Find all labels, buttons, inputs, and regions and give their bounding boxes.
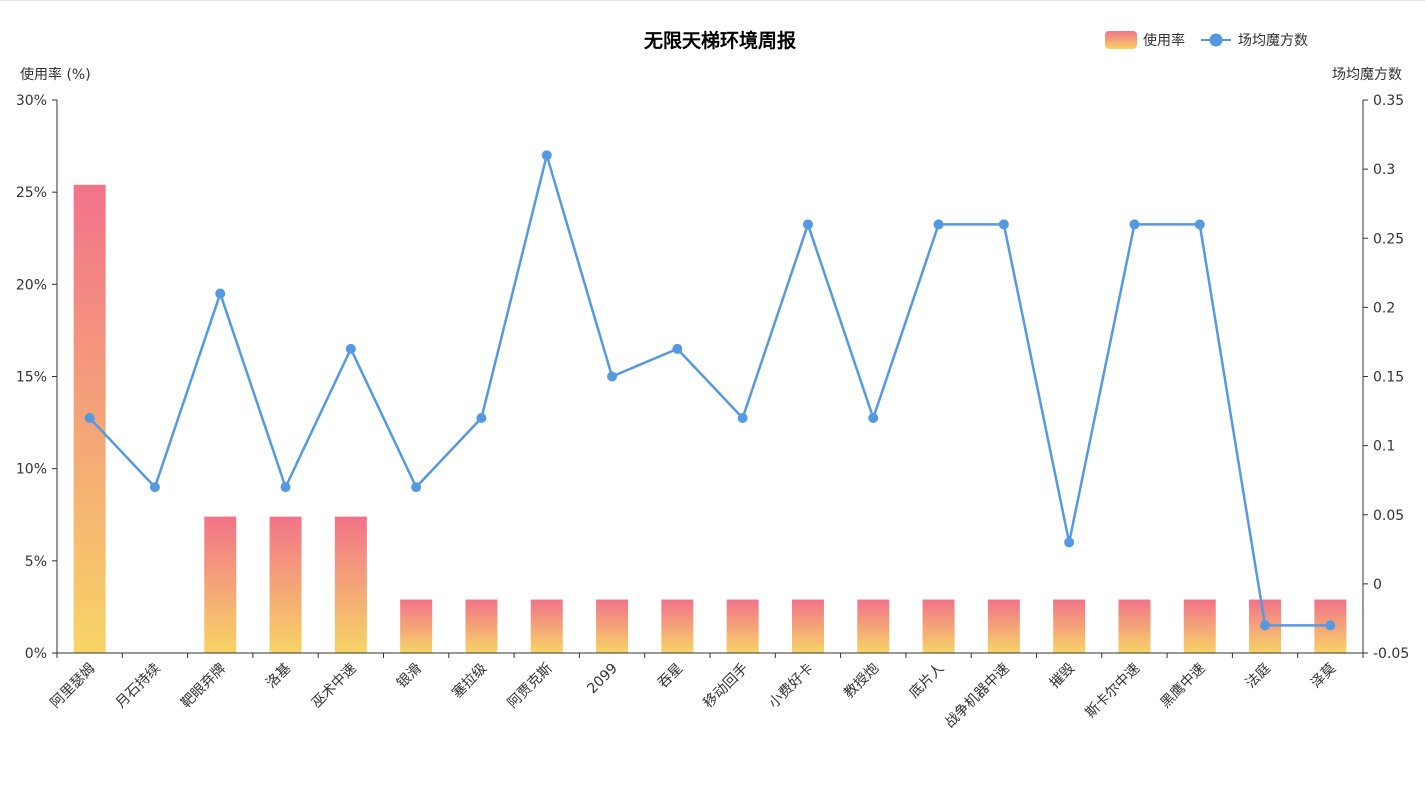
line-point[interactable] [476,412,487,423]
bar[interactable] [334,516,367,653]
x-tick-label: 教授炮 [841,661,882,702]
x-tick-label: 洛基 [263,660,295,692]
line-point[interactable] [802,219,813,230]
y-right-axis: -0.05 0 0.05 0.1 0.15 0.2 0.25 0.3 0.35 [1362,93,1409,662]
y-left-tick-label: 25% [16,185,47,201]
x-tick-label: 阿贾克斯 [505,661,556,712]
bar[interactable] [465,599,498,653]
x-tick-label: 靶眼弃牌 [177,660,229,712]
x-axis: 阿里瑟姆 月石持续 靶眼弃牌 洛基 巫术中速 银滑 塞拉级 阿贾克斯 2099 吞星 移动回手 小费好… [48,652,1364,732]
x-tick-label: 移动回手 [701,661,752,712]
legend-swatch-usage [1105,31,1137,49]
legend-label-cubes: 场均魔方数 [1238,33,1308,49]
y-left-tick-label: 20% [16,277,47,293]
y-left-tick-label: 15% [16,370,47,386]
bar[interactable] [1118,599,1151,653]
x-tick-label: 塞拉级 [449,660,491,702]
line-point[interactable] [1194,219,1205,230]
y-right-tick-label: 0.3 [1373,162,1395,178]
x-tick-label: 摧毁 [1047,661,1078,692]
line-point[interactable] [672,343,683,354]
legend[interactable]: 使用率 场均魔方数 [1105,31,1308,49]
x-tick-label: 法庭 [1242,660,1274,692]
line-point[interactable] [607,371,618,382]
y-right-tick-label: 0.35 [1373,93,1404,109]
x-tick-label: 黑鹰中速 [1158,661,1209,712]
bar[interactable] [269,516,302,653]
bar[interactable] [204,516,237,653]
x-tick-label: 底片人 [906,661,947,702]
y-left-tick-label: 0% [25,646,47,662]
bar[interactable] [922,599,955,653]
y-right-tick-label: 0.25 [1373,231,1404,247]
legend-swatch-dot [1209,33,1223,47]
x-tick-label: 2099 [584,661,621,698]
y-right-tick-label: 0.15 [1373,370,1404,386]
y-left-tick-label: 10% [16,462,47,478]
line-point[interactable] [541,150,552,161]
x-tick-label: 月石持续 [112,660,164,712]
x-tick-label: 吞星 [655,661,686,692]
bar[interactable] [400,599,433,653]
y-left-tick-label: 5% [25,554,47,570]
bar[interactable] [1053,599,1086,653]
y-right-tick-label: 0.2 [1373,300,1395,316]
bar[interactable] [530,599,563,653]
line-point[interactable] [345,343,356,354]
x-tick-label: 泽莫 [1308,661,1339,692]
x-tick-label: 银滑 [393,660,425,692]
line-point[interactable] [1325,620,1336,631]
line-point[interactable] [1064,537,1075,548]
y-right-tick-label: 0.05 [1373,508,1404,524]
bar[interactable] [596,599,629,653]
bar[interactable] [857,599,890,653]
legend-item-cubes[interactable]: 场均魔方数 [1201,33,1308,49]
line-point[interactable] [1260,620,1271,631]
line-series [84,150,1336,631]
y-right-tick-label: -0.05 [1373,646,1409,662]
bar-series [73,184,1347,653]
top-border [0,0,1425,1]
bar[interactable] [726,599,759,653]
bar[interactable] [661,599,694,653]
bar[interactable] [987,599,1020,653]
x-tick-label: 阿里瑟姆 [48,661,99,712]
line-point[interactable] [1129,219,1140,230]
x-tick-label: 巫术中速 [309,661,360,712]
bar[interactable] [1183,599,1216,653]
x-tick-label: 小费好卡 [766,661,817,712]
line-path [88,154,1331,627]
bar[interactable] [791,599,824,653]
legend-label-usage: 使用率 [1143,32,1185,49]
y-right-axis-label: 场均魔方数 [1332,67,1402,83]
line-point[interactable] [737,412,748,423]
line-point[interactable] [933,219,944,230]
x-tick-label: 战争机器中速 [942,661,1013,732]
line-point[interactable] [84,412,95,423]
y-right-tick-label: 0 [1373,577,1382,593]
line-point[interactable] [868,412,879,423]
legend-item-usage[interactable]: 使用率 [1105,31,1185,49]
line-point[interactable] [215,288,226,299]
line-point[interactable] [149,482,160,493]
y-right-tick-label: 0.1 [1373,439,1395,455]
x-tick-label: 斯卡尔中速 [1082,661,1143,722]
chart-title: 无限天梯环境周报 [644,29,796,52]
y-left-tick-label: 30% [16,93,47,109]
y-left-axis: 0% 5% 10% 15% 20% 25% 30% [16,93,58,662]
line-point[interactable] [280,482,291,493]
line-point[interactable] [998,219,1009,230]
y-left-axis-label: 使用率 (%) [20,66,91,83]
line-point[interactable] [411,482,422,493]
